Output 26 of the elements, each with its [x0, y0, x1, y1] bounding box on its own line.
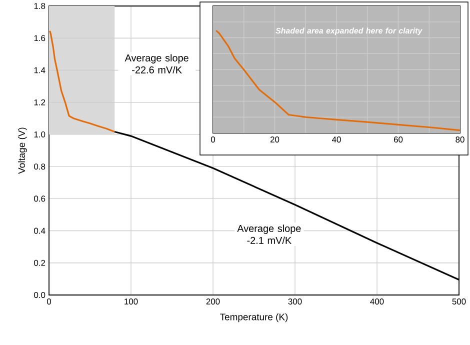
- y-tick-label: 0.2: [34, 260, 46, 266]
- x-tick-label: 0: [46, 298, 52, 305]
- annotation: Average slope -2.1 mV/K: [237, 224, 301, 244]
- y-tick-label: 1.8: [34, 3, 46, 9]
- x-tick-label: 300: [288, 298, 302, 305]
- x-tick-label: 80: [456, 136, 464, 143]
- y-tick-label: 1.2: [34, 99, 46, 106]
- y-tick-label: 1.4: [34, 67, 46, 74]
- x-tick-label: 40: [332, 136, 341, 143]
- y-tick-label: 0.8: [34, 164, 46, 170]
- x-tick-label: 200: [206, 298, 220, 305]
- y-tick-label: 0.4: [34, 228, 46, 234]
- line-series: [49, 30, 116, 133]
- x-tick-label: 0: [210, 136, 216, 143]
- x-tick-label: 400: [370, 298, 384, 305]
- x-tick-label: 500: [452, 298, 466, 305]
- x-tick-label: 20: [270, 136, 280, 143]
- y-tick-label: 1.6: [34, 35, 46, 42]
- y-axis-title: Voltage (V): [18, 128, 27, 174]
- y-tick-label: 0.0: [34, 292, 46, 298]
- annotation: Average slope -22.6 mV/K: [124, 54, 188, 74]
- x-tick-label: 100: [124, 298, 138, 305]
- x-axis-title: Temperature (K): [220, 313, 288, 322]
- x-tick-label: 60: [394, 136, 403, 143]
- y-tick-label: 0.6: [34, 196, 46, 202]
- y-tick-label: 1.0: [34, 131, 46, 138]
